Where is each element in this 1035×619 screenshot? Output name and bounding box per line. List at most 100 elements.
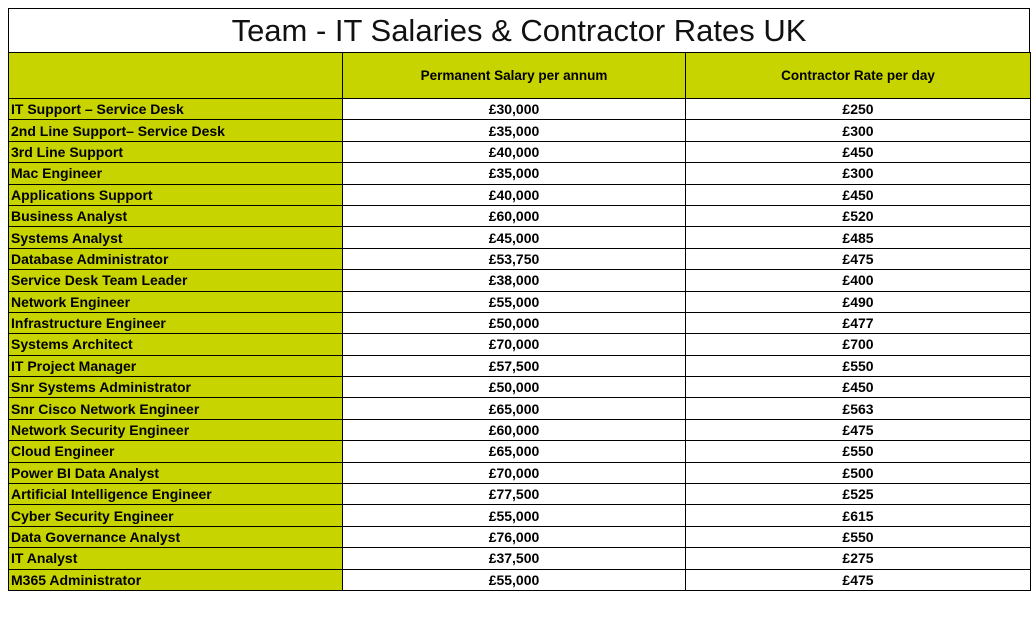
table-row: Business Analyst £60,000 £520 [8,204,1031,228]
role-cell: Network Security Engineer [8,418,343,442]
table-row: Systems Analyst £45,000 £485 [8,226,1031,249]
table-row: Mac Engineer £35,000 £300 [8,162,1031,185]
rate-cell: £500 [685,461,1031,485]
role-cell: Cyber Security Engineer [8,504,343,527]
header-cell: Permanent Salary per annum [342,52,686,99]
role-cell: IT Support – Service Desk [8,97,343,121]
salary-cell: £57,500 [342,354,686,378]
table-row: M365 Administrator £55,000 £475 [8,568,1031,591]
role-cell: Applications Support [8,183,343,206]
table-row: IT Project Manager £57,500 £550 [8,354,1031,378]
rate-cell: £615 [685,504,1031,527]
salary-cell: £53,750 [342,247,686,271]
rate-cell: £700 [685,333,1031,356]
rate-cell: £490 [685,290,1031,313]
role-cell: Snr Systems Administrator [8,376,343,399]
title: Team - IT Salaries & Contractor Rates UK [8,8,1030,52]
salary-cell: £70,000 [342,333,686,356]
role-cell: Snr Cisco Network Engineer [8,397,343,420]
sheet: Team - IT Salaries & Contractor Rates UK… [8,8,1031,591]
salary-cell: £77,500 [342,483,686,506]
table-row: Data Governance Analyst £76,000 £550 [8,525,1031,549]
role-cell: IT Project Manager [8,354,343,378]
table-row: Database Administrator £53,750 £475 [8,247,1031,271]
table-row: Applications Support £40,000 £450 [8,183,1031,206]
rate-cell: £300 [685,119,1031,142]
role-cell: Systems Analyst [8,226,343,249]
role-cell: Infrastructure Engineer [8,311,343,335]
salary-cell: £55,000 [342,568,686,591]
salary-cell: £38,000 [342,269,686,292]
salary-cell: £60,000 [342,418,686,442]
role-cell: Cloud Engineer [8,440,343,463]
role-cell: Systems Architect [8,333,343,356]
table-row: Cloud Engineer £65,000 £550 [8,440,1031,463]
salary-table: Permanent Salary per annum Contractor Ra… [8,52,1031,591]
header-cell [8,52,343,99]
rate-cell: £475 [685,247,1031,271]
table-row: Systems Architect £70,000 £700 [8,333,1031,356]
table-row: IT Analyst £37,500 £275 [8,547,1031,570]
role-cell: M365 Administrator [8,568,343,591]
salary-cell: £40,000 [342,183,686,206]
rate-cell: £400 [685,269,1031,292]
role-cell: 3rd Line Support [8,140,343,164]
table-row: 2nd Line Support– Service Desk £35,000 £30… [8,119,1031,142]
salary-cell: £60,000 [342,204,686,228]
table-row: Power BI Data Analyst £70,000 £500 [8,461,1031,485]
rate-cell: £450 [685,140,1031,164]
role-cell: Business Analyst [8,204,343,228]
salary-cell: £45,000 [342,226,686,249]
rate-cell: £450 [685,183,1031,206]
rate-cell: £550 [685,354,1031,378]
role-cell: Data Governance Analyst [8,525,343,549]
rate-cell: £475 [685,418,1031,442]
role-cell: Network Engineer [8,290,343,313]
rate-cell: £550 [685,525,1031,549]
role-cell: Database Administrator [8,247,343,271]
salary-cell: £35,000 [342,162,686,185]
salary-cell: £35,000 [342,119,686,142]
rate-cell: £450 [685,376,1031,399]
table-row: Artificial Intelligence Engineer £77,500 £… [8,483,1031,506]
rate-cell: £300 [685,162,1031,185]
rate-cell: £550 [685,440,1031,463]
role-cell: Service Desk Team Leader [8,269,343,292]
salary-cell: £40,000 [342,140,686,164]
rate-cell: £520 [685,204,1031,228]
salary-cell: £65,000 [342,440,686,463]
rate-cell: £275 [685,547,1031,570]
table-row: Cyber Security Engineer £55,000 £615 [8,504,1031,527]
rate-cell: £525 [685,483,1031,506]
table-body: IT Support – Service Desk £30,000 £250 2nd … [8,97,1031,591]
table-row: Service Desk Team Leader £38,000 £400 [8,269,1031,292]
role-cell: Power BI Data Analyst [8,461,343,485]
salary-cell: £70,000 [342,461,686,485]
table-row: Snr Cisco Network Engineer £65,000 £563 [8,397,1031,420]
rate-cell: £250 [685,97,1031,121]
salary-cell: £37,500 [342,547,686,570]
table-row: Infrastructure Engineer £50,000 £477 [8,311,1031,335]
role-cell: Artificial Intelligence Engineer [8,483,343,506]
salary-cell: £55,000 [342,504,686,527]
salary-cell: £76,000 [342,525,686,549]
salary-cell: £50,000 [342,376,686,399]
salary-cell: £55,000 [342,290,686,313]
header-cell: Contractor Rate per day [685,52,1031,99]
table-row: IT Support – Service Desk £30,000 £250 [8,97,1031,121]
table-row: Network Engineer £55,000 £490 [8,290,1031,313]
salary-cell: £50,000 [342,311,686,335]
rate-cell: £563 [685,397,1031,420]
header-row: Permanent Salary per annum Contractor Ra… [8,52,1031,99]
rate-cell: £475 [685,568,1031,591]
table-row: 3rd Line Support £40,000 £450 [8,140,1031,164]
salary-cell: £30,000 [342,97,686,121]
rate-cell: £477 [685,311,1031,335]
rate-cell: £485 [685,226,1031,249]
role-cell: Mac Engineer [8,162,343,185]
table-row: Network Security Engineer £60,000 £475 [8,418,1031,442]
role-cell: 2nd Line Support– Service Desk [8,119,343,142]
role-cell: IT Analyst [8,547,343,570]
salary-cell: £65,000 [342,397,686,420]
